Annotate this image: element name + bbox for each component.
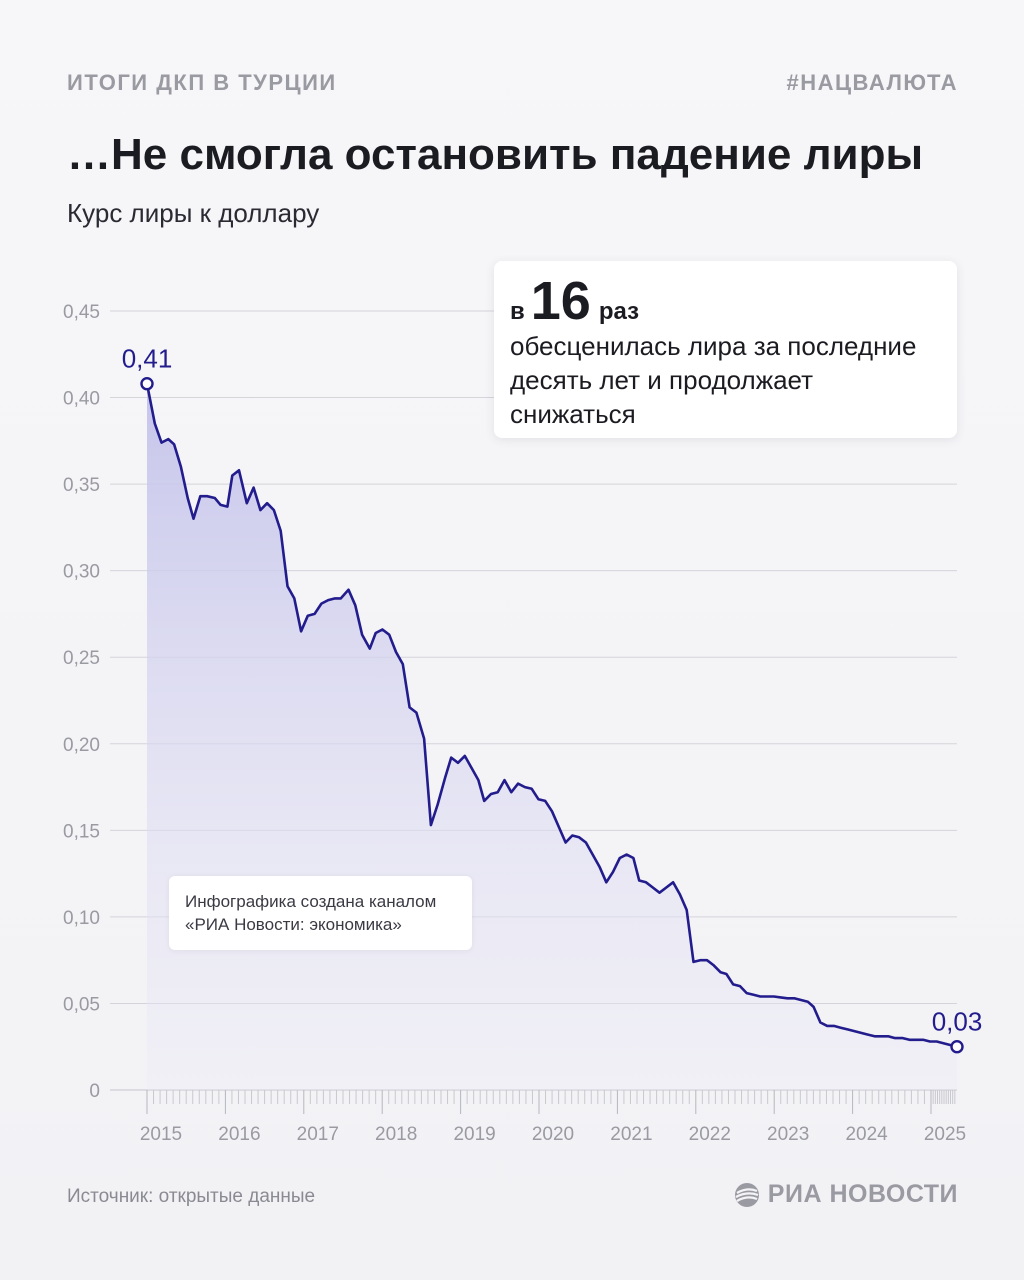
credit-box: Инфографика создана каналом «РИА Новости… <box>169 876 472 950</box>
y-tick-label: 0,05 <box>63 994 100 1015</box>
kicker: ИТОГИ ДКП В ТУРЦИИ <box>67 70 337 95</box>
y-tick-label: 0,35 <box>63 475 100 496</box>
y-tick-label: 0,30 <box>63 562 100 583</box>
brand-logo: РИА НОВОСТИ <box>734 1180 958 1209</box>
credit-line-1: Инфографика создана каналом <box>185 892 437 911</box>
callout-text: обесценилась лира за последние десять ле… <box>510 331 917 429</box>
page-title: …Не смогла остановить падение лиры <box>67 130 924 179</box>
callout-headline: в 16 раз <box>510 271 941 331</box>
y-tick-label: 0,20 <box>63 735 100 756</box>
callout-box: в 16 раз обесценилась лира за последние … <box>494 261 957 438</box>
x-tick-label: 2016 <box>218 1124 260 1145</box>
x-tick-label: 2019 <box>453 1124 495 1145</box>
start-point-marker <box>140 377 154 391</box>
series-line <box>145 382 959 1048</box>
y-tick-label: 0 <box>89 1081 100 1102</box>
x-tick-label: 2020 <box>532 1124 574 1145</box>
ria-logo-icon <box>734 1182 759 1207</box>
x-tick-label: 2024 <box>845 1124 888 1145</box>
x-tick-label: 2018 <box>375 1124 417 1145</box>
callout-number: 16 <box>530 271 591 331</box>
source-note: Источник: открытые данные <box>67 1186 316 1207</box>
y-axis-labels: 0 0,05 0,10 0,15 0,20 0,25 0,30 0,35 0,40 0,45 <box>63 302 100 1102</box>
x-axis-ticks <box>146 1090 956 1114</box>
area-fill <box>147 383 957 1090</box>
y-tick-label: 0,15 <box>63 821 100 842</box>
y-tick-label: 0,45 <box>63 302 100 323</box>
x-tick-label: 2017 <box>297 1124 339 1145</box>
x-tick-label: 2022 <box>689 1124 731 1145</box>
callout-prefix: в <box>510 298 525 325</box>
brand-name: РИА НОВОСТИ <box>767 1180 958 1208</box>
hashtag: #НАЦВАЛЮТА <box>786 70 958 95</box>
credit-line-2: «РИА Новости: экономика» <box>185 915 402 934</box>
end-value-label: 0,03 <box>932 1007 983 1037</box>
x-axis-labels: 2015 2016 2017 2018 2019 2020 2021 2022 2023 2024… <box>140 1124 966 1145</box>
callout-suffix: раз <box>598 298 640 325</box>
y-tick-label: 0,25 <box>63 648 100 669</box>
x-tick-label: 2021 <box>610 1124 652 1145</box>
x-tick-label: 2025 <box>924 1124 966 1145</box>
x-tick-label: 2015 <box>140 1124 182 1145</box>
x-tick-label: 2023 <box>767 1124 809 1145</box>
end-point-marker <box>950 1040 964 1054</box>
chart-subtitle: Курс лиры к доллару <box>67 198 320 228</box>
start-value-label: 0,41 <box>122 344 173 374</box>
y-tick-label: 0,10 <box>63 908 100 929</box>
y-tick-label: 0,40 <box>63 389 100 410</box>
